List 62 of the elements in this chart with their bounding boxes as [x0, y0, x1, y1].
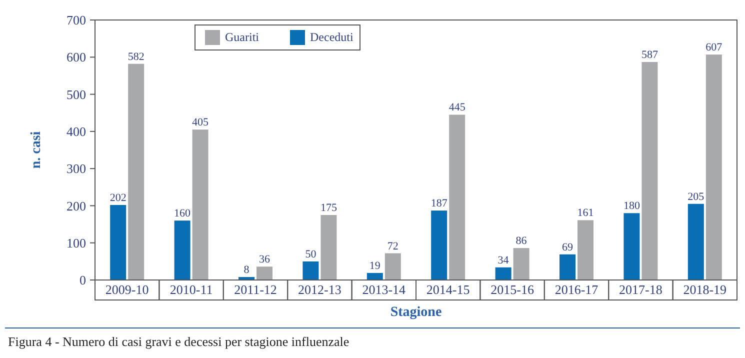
data-label: 607 — [706, 42, 723, 54]
data-label: 72 — [387, 240, 398, 252]
data-label: 36 — [259, 254, 270, 266]
data-label: 34 — [498, 254, 510, 266]
y-tick-label: 400 — [66, 124, 86, 139]
bar — [366, 272, 383, 280]
legend-label: Guariti — [225, 30, 260, 44]
data-label: 405 — [192, 116, 210, 129]
bar — [578, 220, 594, 280]
x-tick-label: 2010-11 — [170, 282, 213, 297]
bar — [192, 130, 208, 280]
data-label: 160 — [174, 208, 192, 220]
bar — [256, 266, 272, 280]
data-label: 69 — [562, 241, 574, 254]
data-label: 175 — [320, 202, 338, 214]
data-label: 202 — [110, 192, 126, 204]
y-tick-label: 600 — [66, 50, 86, 65]
data-label: 187 — [430, 198, 448, 210]
legend-label: Deceduti — [310, 30, 354, 44]
data-label: 161 — [577, 207, 594, 220]
x-tick-label: 2012-13 — [298, 282, 342, 297]
bar — [302, 261, 319, 280]
bar — [495, 267, 512, 280]
x-tick-label: 2013-14 — [362, 282, 406, 297]
data-label: 86 — [516, 235, 528, 248]
data-label: 50 — [305, 248, 317, 260]
x-tick-label: 2017-18 — [619, 282, 662, 297]
bar — [431, 210, 448, 280]
x-axis-title: Stagione — [390, 305, 442, 320]
bar — [642, 62, 658, 280]
y-tick-label: 300 — [66, 161, 86, 176]
x-tick-label: 2016-17 — [554, 282, 599, 297]
data-label: 582 — [128, 50, 144, 63]
bar — [110, 204, 126, 280]
bar — [128, 64, 144, 280]
y-tick-label: 700 — [66, 12, 86, 28]
bar — [513, 248, 530, 280]
bar — [706, 54, 722, 280]
bar — [688, 204, 704, 280]
y-axis-title: n. casi — [29, 131, 44, 169]
data-label: 587 — [641, 48, 658, 61]
x-tick-label: 2014-15 — [426, 282, 470, 297]
data-label: 19 — [369, 260, 381, 272]
data-label: 445 — [448, 102, 466, 114]
y-tick-label: 0 — [80, 272, 86, 288]
bar — [174, 220, 190, 280]
bar — [320, 215, 337, 280]
y-tick-label: 500 — [66, 86, 86, 102]
x-tick-label: 2011-12 — [234, 282, 277, 297]
y-tick-label: 100 — [66, 235, 86, 250]
y-tick-label: 200 — [66, 198, 86, 214]
bar — [560, 254, 576, 280]
bar — [624, 213, 640, 280]
data-label: 205 — [688, 190, 705, 203]
x-tick-label: 2009-10 — [105, 282, 149, 297]
x-tick-label: 2018-19 — [683, 282, 727, 297]
text: Figura 4 - Numero di casi gravi e decessi per stagione influenzale — [8, 334, 350, 349]
x-tick-label: 2015-16 — [490, 282, 534, 297]
data-label: 8 — [244, 264, 250, 276]
bar — [384, 253, 401, 280]
bar — [449, 114, 466, 280]
data-label: 180 — [623, 200, 640, 212]
